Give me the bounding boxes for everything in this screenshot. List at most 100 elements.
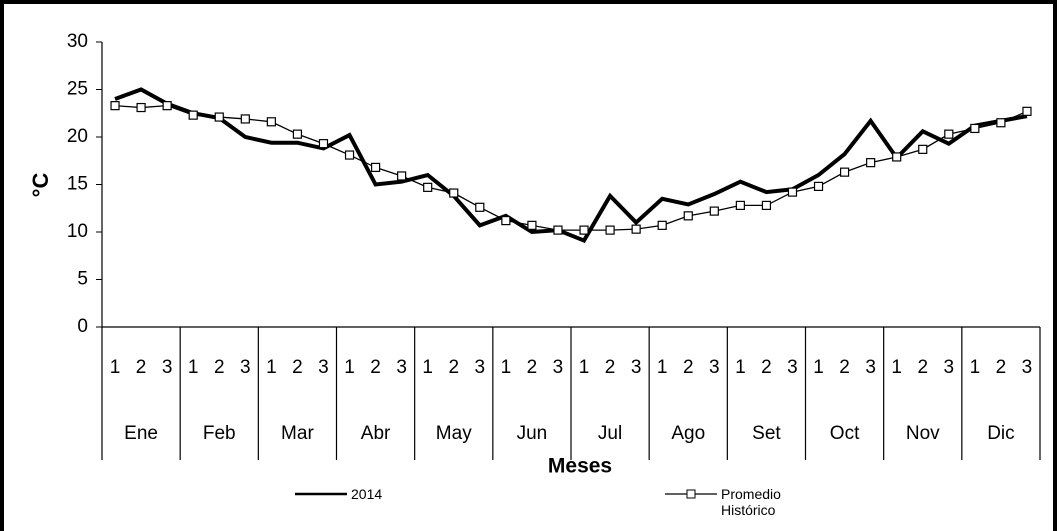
point-marker	[423, 182, 433, 192]
x-tick-label: 2	[683, 357, 694, 378]
x-tick-label: 3	[709, 357, 720, 378]
y-tick-label: 15	[67, 174, 88, 195]
x-tick-label: 2	[527, 357, 538, 378]
group-label: Nov	[906, 423, 940, 444]
point-marker	[318, 139, 329, 149]
group-label: Dic	[987, 423, 1014, 444]
x-tick-label: 3	[631, 357, 642, 378]
x-tick-label: 1	[344, 357, 355, 378]
point-marker	[996, 118, 1006, 128]
point-marker	[813, 181, 824, 191]
group-label: Abr	[361, 423, 391, 444]
y-tick-label: 10	[67, 221, 88, 242]
point-marker	[136, 102, 146, 113]
x-tick-label: 1	[657, 357, 668, 378]
point-marker	[892, 152, 902, 162]
x-tick-label: 3	[787, 357, 798, 378]
y-tick-label: 5	[77, 269, 88, 290]
point-marker	[631, 224, 641, 234]
x-axis-label: Meses	[548, 455, 612, 478]
point-marker	[370, 162, 381, 172]
group-label: Oct	[830, 423, 860, 444]
point-marker	[761, 200, 772, 210]
x-tick-label: 3	[865, 357, 876, 378]
group-label: Jul	[598, 423, 622, 444]
point-marker	[944, 129, 954, 139]
x-tick-label: 3	[240, 357, 251, 378]
x-tick-label: 3	[1022, 357, 1033, 378]
x-tick-label: 2	[214, 357, 225, 378]
x-tick-label: 2	[448, 357, 459, 378]
y-tick-label: 25	[67, 79, 88, 100]
point-marker	[266, 117, 276, 127]
x-tick-label: 3	[396, 357, 407, 378]
point-marker	[214, 112, 224, 122]
legend-marker	[686, 489, 696, 499]
point-marker	[683, 211, 693, 221]
x-tick-label: 3	[162, 357, 173, 378]
group-label: Set	[752, 423, 781, 444]
x-tick-label: 1	[501, 357, 512, 378]
point-marker	[188, 110, 198, 120]
x-tick-label: 1	[422, 357, 433, 378]
point-marker	[839, 167, 850, 177]
x-tick-label: 2	[136, 357, 147, 378]
y-tick-label: 0	[77, 316, 88, 337]
point-marker	[527, 220, 537, 230]
point-marker	[918, 144, 928, 154]
x-tick-label: 2	[605, 357, 616, 378]
x-tick-label: 1	[970, 357, 981, 378]
group-label: Feb	[203, 423, 236, 444]
group-label: Ene	[124, 423, 158, 444]
x-tick-label: 3	[318, 357, 329, 378]
x-tick-label: 3	[553, 357, 564, 378]
point-marker	[579, 225, 589, 235]
x-tick-label: 1	[579, 357, 590, 378]
point-marker	[605, 225, 615, 235]
point-marker	[292, 129, 303, 139]
point-marker	[866, 158, 876, 168]
group-label: May	[436, 423, 472, 444]
point-marker	[240, 114, 250, 124]
x-tick-label: 2	[839, 357, 850, 378]
point-marker	[735, 200, 745, 210]
legend-label: 2014	[351, 486, 383, 502]
y-tick-label: 30	[67, 31, 88, 52]
point-marker	[449, 188, 459, 198]
point-marker	[1022, 106, 1032, 116]
group-label: Mar	[281, 423, 314, 444]
point-marker	[657, 220, 667, 230]
point-marker	[344, 150, 355, 160]
x-tick-label: 2	[370, 357, 381, 378]
point-marker	[501, 216, 511, 226]
point-marker	[110, 101, 120, 111]
x-tick-label: 1	[110, 357, 121, 378]
x-tick-label: 1	[188, 357, 199, 378]
group-label: Jun	[517, 423, 548, 444]
point-marker	[475, 202, 485, 212]
x-tick-label: 3	[475, 357, 486, 378]
point-marker	[162, 101, 172, 111]
point-marker	[553, 225, 563, 235]
x-tick-label: 2	[761, 357, 772, 378]
x-tick-label: 3	[944, 357, 955, 378]
x-tick-label: 2	[917, 357, 928, 378]
y-tick-label: 20	[67, 126, 88, 147]
x-tick-label: 2	[996, 357, 1007, 378]
y-axis-label: °C	[28, 173, 53, 198]
x-tick-label: 1	[266, 357, 277, 378]
point-marker	[787, 187, 798, 197]
x-tick-label: 1	[735, 357, 746, 378]
group-label: Ago	[671, 423, 705, 444]
series-line	[114, 87, 1028, 244]
series-line	[114, 104, 1028, 231]
x-tick-label: 1	[891, 357, 902, 378]
x-tick-label: 1	[813, 357, 824, 378]
legend-label: Promedio Histórico	[721, 486, 781, 518]
point-marker	[970, 123, 980, 134]
point-marker	[709, 206, 719, 216]
point-marker	[397, 171, 407, 181]
